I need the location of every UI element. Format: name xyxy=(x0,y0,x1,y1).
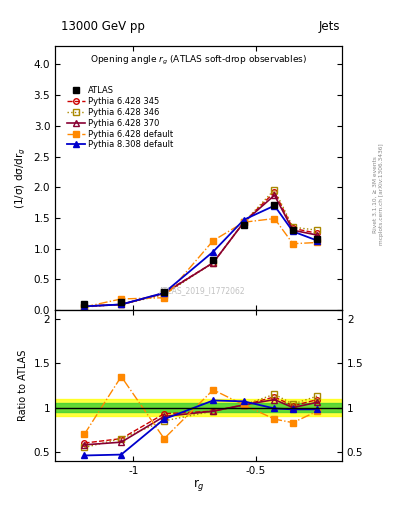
Text: mcplots.cern.ch [arXiv:1306.3436]: mcplots.cern.ch [arXiv:1306.3436] xyxy=(379,144,384,245)
Text: ATLAS_2019_I1772062: ATLAS_2019_I1772062 xyxy=(159,286,246,295)
Text: Opening angle $r_g$ (ATLAS soft-drop observables): Opening angle $r_g$ (ATLAS soft-drop obs… xyxy=(90,54,307,67)
Text: Rivet 3.1.10, ≥ 3M events: Rivet 3.1.10, ≥ 3M events xyxy=(373,156,378,233)
Y-axis label: (1/σ) dσ/dr$_g$: (1/σ) dσ/dr$_g$ xyxy=(14,147,28,209)
Y-axis label: Ratio to ATLAS: Ratio to ATLAS xyxy=(18,350,28,421)
Text: Jets: Jets xyxy=(318,20,340,33)
Bar xyxy=(55,403,342,412)
Legend: ATLAS, Pythia 6.428 345, Pythia 6.428 346, Pythia 6.428 370, Pythia 6.428 defaul: ATLAS, Pythia 6.428 345, Pythia 6.428 34… xyxy=(65,84,175,151)
Text: 13000 GeV pp: 13000 GeV pp xyxy=(61,20,145,33)
Bar xyxy=(55,399,342,416)
X-axis label: r$_g$: r$_g$ xyxy=(193,477,204,493)
